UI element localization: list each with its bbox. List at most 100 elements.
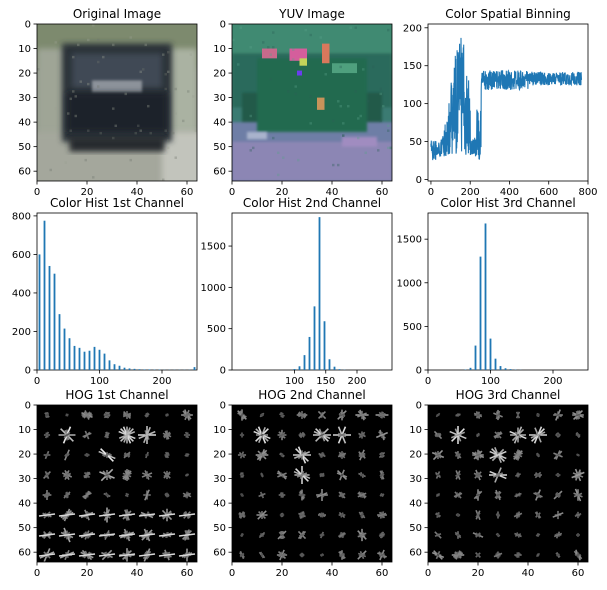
hog-cell xyxy=(435,412,441,418)
hog-cell xyxy=(123,451,131,459)
hog-cell xyxy=(377,511,387,519)
x-tick-label: 0 xyxy=(425,568,431,579)
series-line xyxy=(430,37,583,161)
axes-frame xyxy=(36,23,198,182)
hog-cell xyxy=(61,469,73,481)
hog-cell xyxy=(553,490,563,500)
hist-bar xyxy=(303,355,306,370)
hog-cell xyxy=(298,511,306,519)
hist-bar xyxy=(83,351,86,370)
hog-cell xyxy=(165,413,169,417)
x-tick-label: 40 xyxy=(522,568,535,579)
hog-cell xyxy=(144,412,150,418)
hog-cell xyxy=(555,552,561,558)
x-tick-label: 200 xyxy=(461,187,480,198)
y-tick-label: 40 xyxy=(213,118,226,129)
hist-bar xyxy=(123,367,126,370)
hog-cell xyxy=(260,472,264,478)
hist-bar xyxy=(308,336,311,370)
hog-cell xyxy=(162,430,172,440)
y-tick-label: 1000 xyxy=(397,278,422,289)
x-tick-label: 800 xyxy=(578,187,597,198)
hog-cell xyxy=(318,452,326,458)
hog-cell xyxy=(103,411,111,419)
hog-cell xyxy=(297,530,307,540)
hog-cell xyxy=(103,492,111,498)
hist-bar xyxy=(43,220,46,370)
hist-bar xyxy=(93,346,96,370)
hog-cell xyxy=(256,510,268,520)
y-tick-label: 1500 xyxy=(397,235,422,246)
hog-cell xyxy=(293,466,311,484)
y-tick-label: 40 xyxy=(18,118,31,129)
hog-cell xyxy=(313,428,331,442)
hog-cell xyxy=(98,507,116,523)
hog-cell xyxy=(316,488,328,502)
y-tick-label: 60 xyxy=(213,548,226,559)
hog-cell xyxy=(38,531,56,539)
hog-cell xyxy=(299,552,305,558)
hog-cell xyxy=(431,449,445,461)
hist-bar xyxy=(113,364,116,370)
y-tick-label: 20 xyxy=(213,69,226,80)
hist-bar xyxy=(103,353,106,370)
hog-cell xyxy=(138,548,156,562)
hog-cell xyxy=(181,409,193,421)
hog-cell xyxy=(82,490,92,500)
hog-cell xyxy=(555,432,561,438)
x-tick-label: 600 xyxy=(539,187,558,198)
hog-cell xyxy=(239,472,245,478)
hist-bar xyxy=(298,366,301,370)
hog-cell xyxy=(58,508,76,522)
x-tick-label: 0 xyxy=(34,376,40,387)
y-tick-label: 60 xyxy=(409,548,422,559)
y-tick-label: 60 xyxy=(18,548,31,559)
hist-bar xyxy=(53,273,56,370)
hog-cell xyxy=(279,452,285,458)
hog-cell xyxy=(509,426,527,444)
hog-cell xyxy=(258,491,266,499)
panel-spatial: 0 200 400 600 800 0 50 100 150 200 Color Spatial B… xyxy=(403,7,598,198)
hist-bar xyxy=(474,345,477,370)
hog-cell xyxy=(104,431,110,439)
hist-bar xyxy=(48,265,51,370)
y-tick-label: 0 xyxy=(220,401,226,412)
x-tick-label: 0 xyxy=(229,187,235,198)
y-tick-label: 0 xyxy=(220,20,226,31)
hog-cell xyxy=(82,430,92,440)
hog-cell xyxy=(277,530,287,540)
y-tick-label: 10 xyxy=(18,44,31,55)
hog-cell xyxy=(375,429,389,441)
hog-cell xyxy=(145,451,149,459)
hog-cell xyxy=(58,426,76,444)
hog-cell xyxy=(435,492,441,498)
hog-cell xyxy=(122,411,132,419)
hog-cell xyxy=(141,470,153,480)
panel-title: YUV Image xyxy=(278,7,345,21)
axes-frame xyxy=(427,404,589,563)
y-tick-label: 0 xyxy=(416,401,422,412)
hog-cell xyxy=(553,531,563,539)
hist-bar xyxy=(148,369,151,370)
axes-frame xyxy=(36,404,198,563)
hog-cell xyxy=(138,528,156,542)
hog-cell xyxy=(65,413,69,417)
y-tick-label: 50 xyxy=(18,523,31,534)
hog-cell xyxy=(298,489,306,501)
hog-cell xyxy=(455,413,461,417)
y-tick-label: 20 xyxy=(409,450,422,461)
hog-cell xyxy=(515,472,521,478)
y-tick-label: 20 xyxy=(18,69,31,80)
hist-bar xyxy=(499,366,502,370)
hog-cell xyxy=(184,452,190,458)
y-tick-label: 40 xyxy=(18,499,31,510)
panel-title: Color Hist 3rd Channel xyxy=(440,196,575,210)
axes-frame xyxy=(427,23,589,182)
hog-cell xyxy=(237,451,247,459)
panel-hist2: 100 150 200 0 500 1000 1500 Color Hist 2nd Chan… xyxy=(201,196,393,387)
hist-bar xyxy=(484,223,487,370)
hog-cell xyxy=(44,412,50,418)
x-tick-label: 40 xyxy=(326,568,339,579)
hog-cell xyxy=(124,492,130,498)
